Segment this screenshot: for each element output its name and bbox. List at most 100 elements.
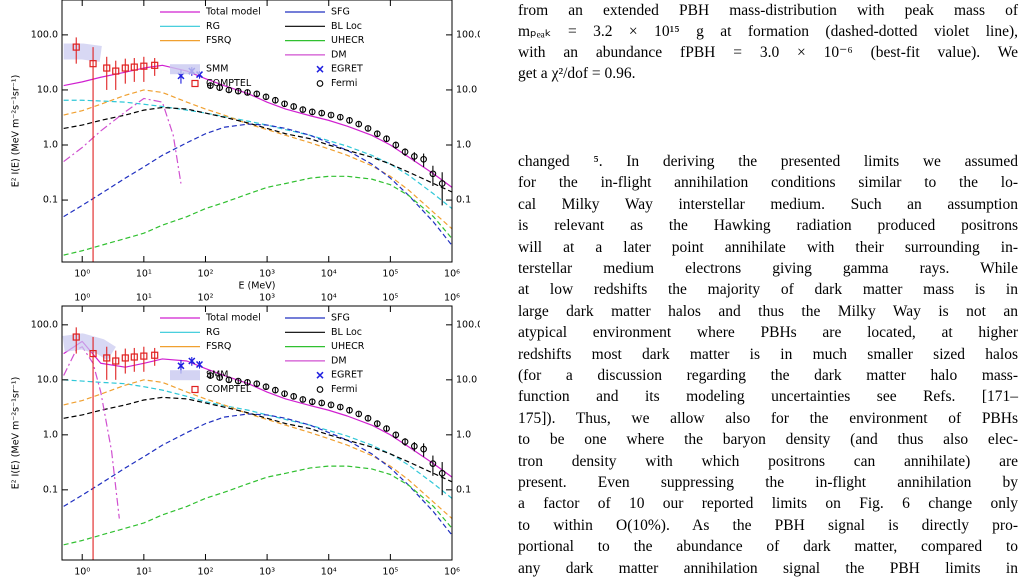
model-line (63, 340, 452, 478)
data-point (346, 406, 353, 414)
y-tick-label: 10.0 (37, 84, 58, 95)
text-line: with an abundance fPBH = 3.0 × 10⁻⁶ (bes… (518, 44, 1018, 61)
data-point (253, 90, 261, 98)
y-tick-label-right: 100.0 (456, 319, 480, 330)
data-point (308, 398, 316, 406)
data-point (130, 353, 138, 361)
legend-label: Fermi (331, 384, 357, 395)
x-tick-label: 10⁵ (382, 269, 398, 280)
data-point (281, 100, 288, 108)
text-line: (for a discussion regarding the dark mat… (518, 367, 1018, 384)
data-point (216, 374, 224, 381)
text-line: function and its modeling uncertainties … (518, 388, 1018, 406)
y-tick-label: 0.1 (43, 195, 58, 206)
legend-label: SMM (206, 370, 228, 381)
x-tick-label: 10⁴ (321, 269, 337, 280)
data-point (103, 64, 111, 72)
y-tick-label-right: 0.1 (456, 484, 471, 495)
data-point (392, 431, 400, 439)
data-point (327, 401, 335, 409)
x-tick-label-top: 10⁰ (74, 293, 90, 304)
data-point (420, 445, 427, 453)
text-line: get a χ²/dof = 0.96. (518, 65, 636, 82)
x-tick-label-top: 10⁶ (444, 293, 460, 304)
data-point (316, 371, 324, 379)
legend-label: COMPTEL (206, 384, 252, 395)
band (62, 333, 116, 361)
legend-label: SFG (331, 313, 350, 324)
y-axis-label: E² I(E) (MeV m⁻²s⁻¹sr⁻¹) (11, 75, 22, 188)
data-point (318, 109, 326, 117)
data-point (364, 414, 372, 422)
data-point (72, 333, 80, 341)
plot-area (63, 37, 452, 262)
data-point (355, 120, 363, 128)
data-point (177, 362, 185, 370)
y-tick-label-right: 0.1 (456, 195, 471, 206)
data-point (191, 79, 199, 88)
data-point (401, 438, 409, 446)
data-point (383, 425, 390, 432)
legend-label: DM (331, 355, 347, 366)
band (63, 43, 102, 62)
model-line (63, 89, 452, 230)
data-point (216, 84, 224, 92)
text-line: will at a later point annihilate with th… (518, 238, 1018, 256)
y-tick-label: 10.0 (37, 374, 58, 385)
legend-label: FSRQ (206, 35, 231, 46)
data-point (121, 64, 129, 72)
data-point (112, 357, 120, 365)
data-point (410, 442, 418, 450)
data-point (121, 354, 129, 362)
model-line (63, 346, 120, 519)
data-point (253, 380, 261, 388)
legend-label: BL Loc (331, 21, 362, 32)
legend-label: EGRET (331, 370, 363, 381)
text-line: large dark matter halos and thus the Mil… (518, 302, 1018, 320)
x-tick-label-top: 10³ (259, 293, 275, 304)
data-point (327, 111, 335, 119)
data-point (438, 180, 446, 187)
legend-label: EGRET (331, 64, 363, 75)
data-point (188, 357, 196, 365)
text-line: from an extended PBH mass-distribution w… (518, 2, 1018, 19)
data-point (271, 386, 279, 394)
data-point (299, 106, 307, 113)
data-point (234, 377, 242, 385)
x-tick-label: 10⁰ (74, 567, 90, 577)
data-point (244, 89, 251, 96)
y-tick-label-right: 10.0 (456, 374, 477, 385)
text-line: cal Milky Way interstellar medium. Such … (518, 195, 1018, 213)
x-tick-label: 10⁴ (321, 567, 337, 577)
data-point (151, 61, 159, 69)
data-point (336, 403, 344, 411)
data-point (281, 390, 288, 398)
data-point (207, 82, 214, 89)
model-line (63, 175, 452, 256)
data-point (271, 96, 279, 104)
data-point (290, 393, 298, 400)
y-tick-label: 1.0 (43, 139, 58, 150)
data-point (373, 130, 381, 138)
text-line: to within O(10%). As the PBH signal is d… (518, 516, 1018, 534)
legend-label: Total model (205, 7, 261, 18)
legend-label: DM (331, 49, 347, 60)
data-point (72, 43, 80, 51)
text-line: at low redshifts the majority of dark ma… (518, 281, 1018, 299)
data-point (299, 396, 307, 403)
y-tick-label: 100.0 (31, 319, 58, 330)
text-line: present. Even suppressing the in-flight … (518, 474, 1018, 491)
x-tick-label: 10⁵ (382, 567, 398, 577)
data-point (225, 376, 233, 384)
x-tick-label: 10² (198, 269, 214, 280)
text-line: portional to the abundance of dark matte… (518, 538, 1018, 556)
data-point (140, 62, 148, 70)
x-tick-label: 10⁶ (444, 567, 460, 577)
data-point (392, 141, 400, 149)
data-point (429, 170, 437, 178)
data-point (346, 117, 353, 124)
data-point (151, 351, 159, 359)
legend-label: FSRQ (206, 341, 231, 352)
data-point (262, 93, 270, 101)
